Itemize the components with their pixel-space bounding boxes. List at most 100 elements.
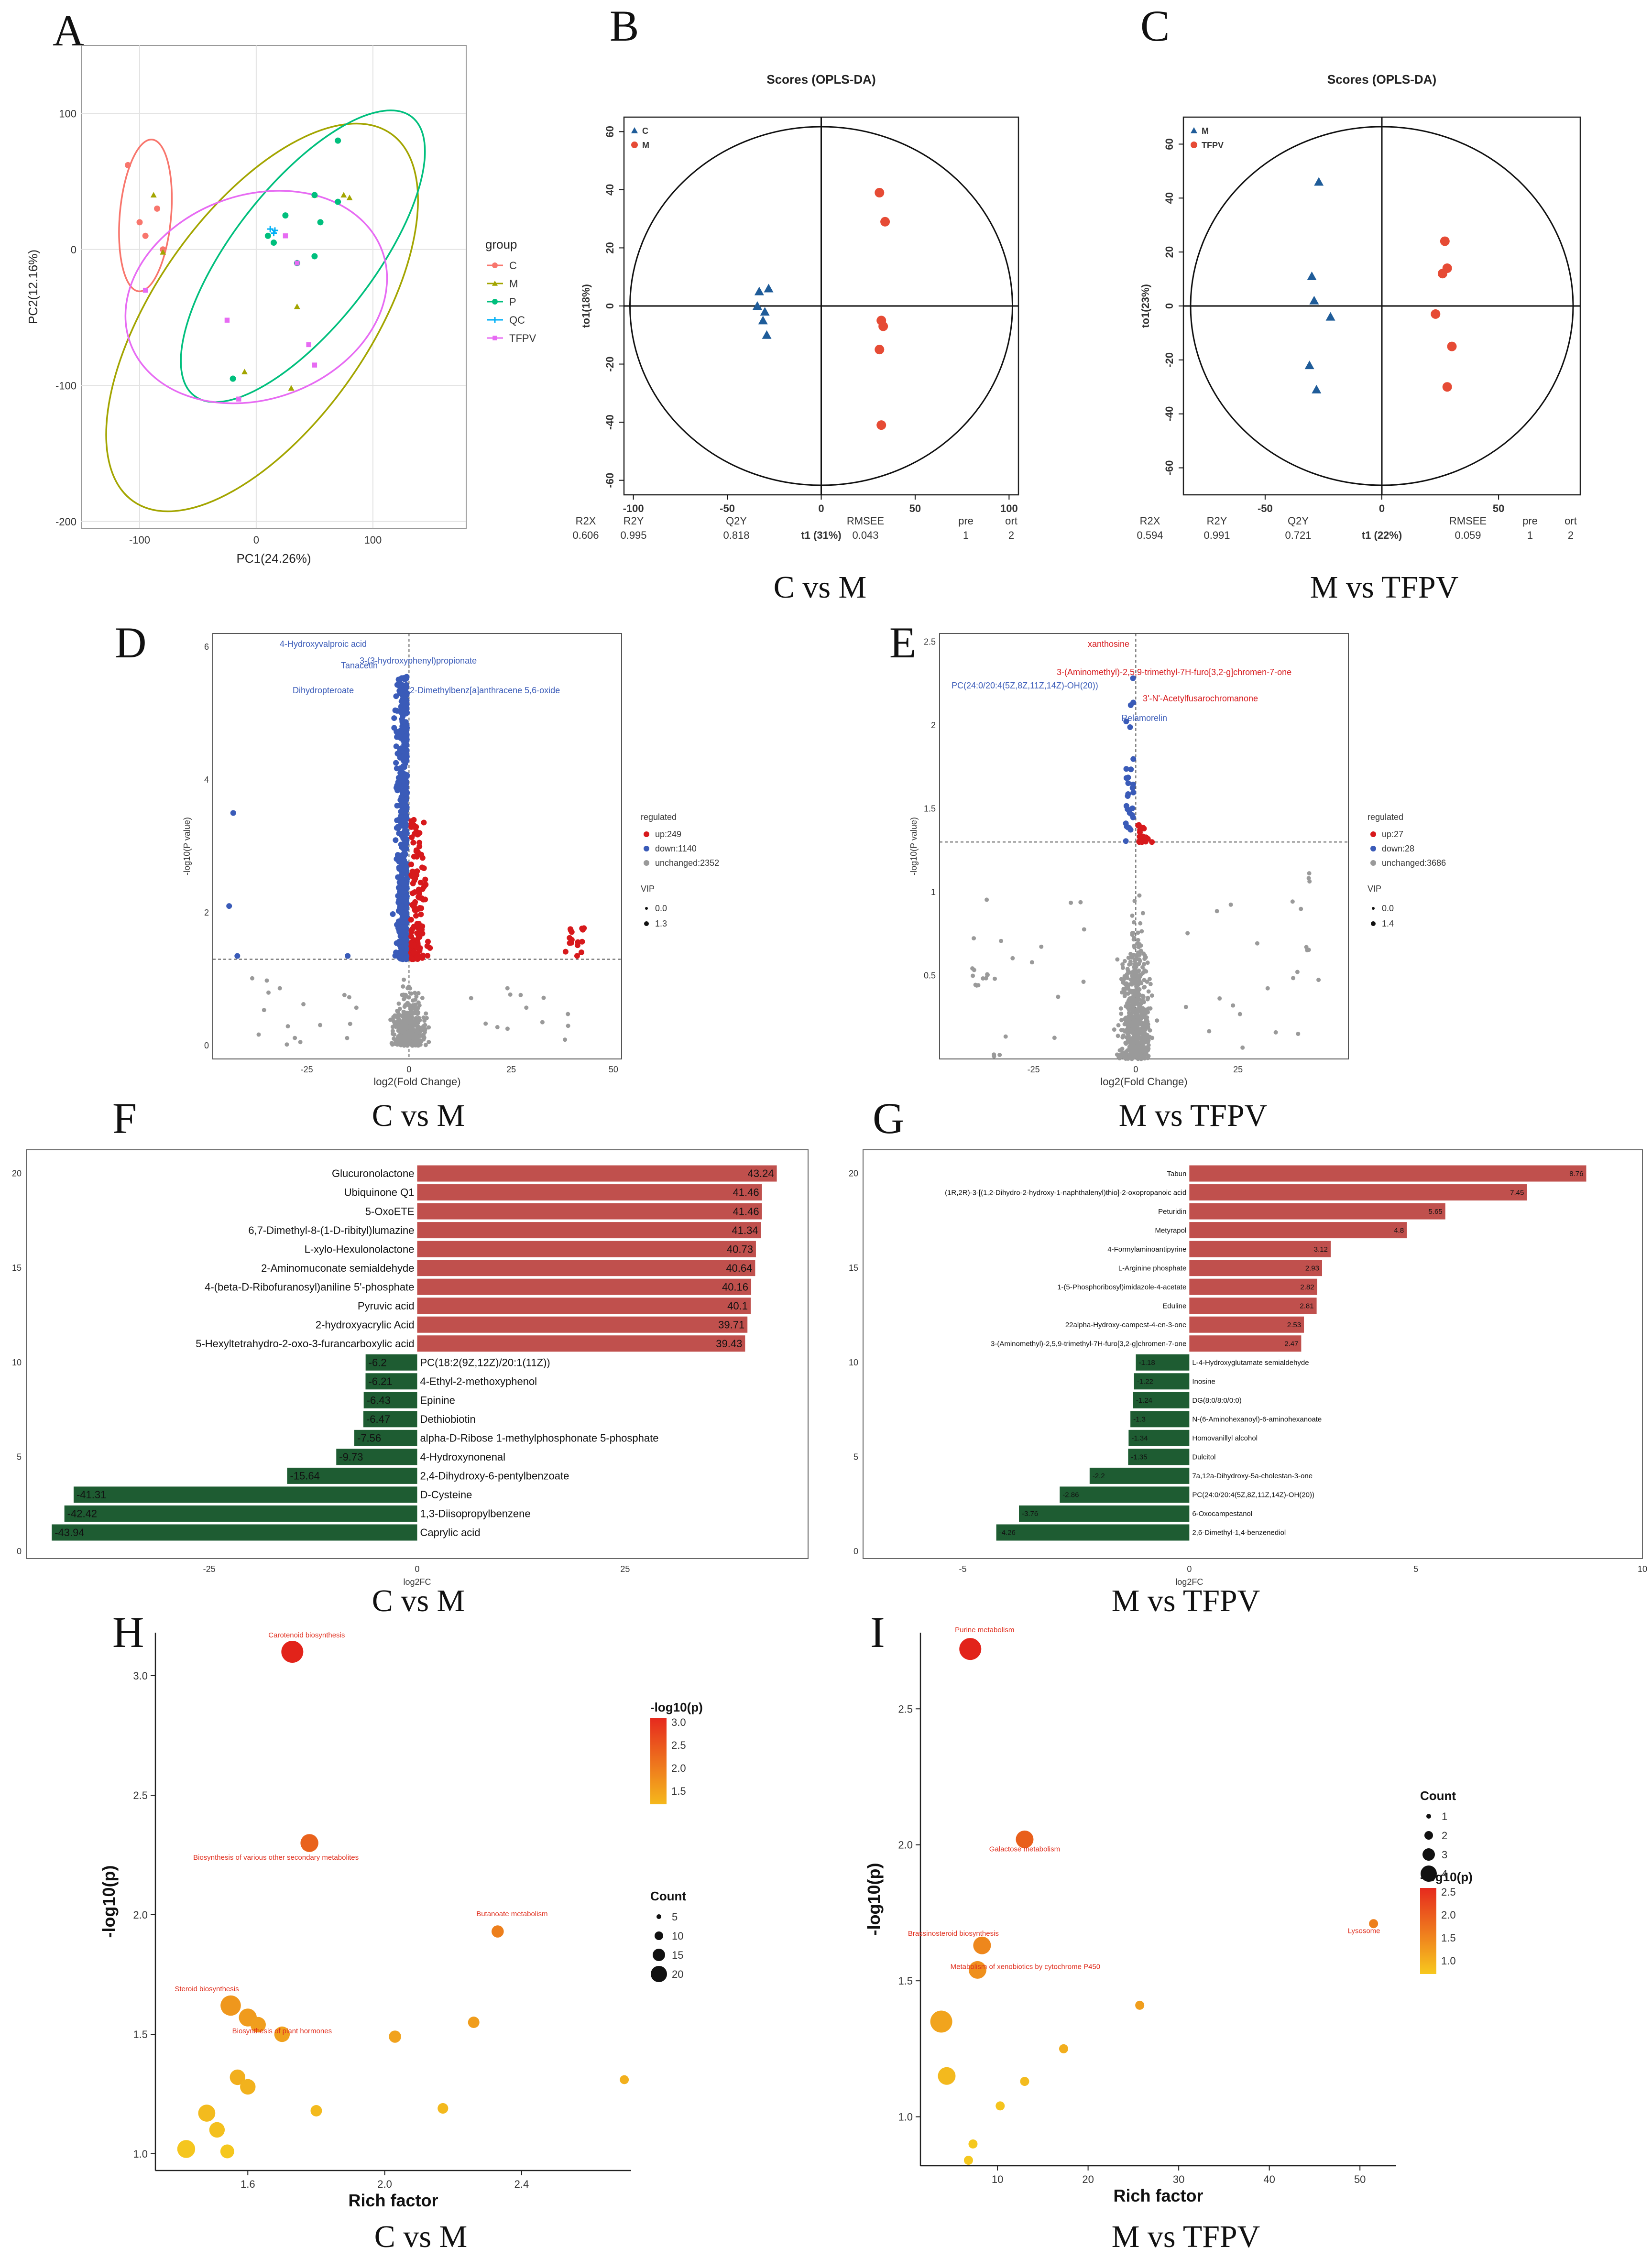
point-unchanged (1131, 1021, 1136, 1025)
vip-dot (1371, 921, 1376, 926)
legend-label: TFPV (1202, 141, 1224, 150)
point-up (1137, 834, 1143, 840)
stats-value: 2 (1008, 529, 1014, 541)
point-unchanged (1137, 893, 1142, 898)
enrichment-bubble (438, 2103, 449, 2114)
point-unchanged (1141, 1000, 1146, 1004)
bar-category-label: Caprylic acid (420, 1527, 481, 1538)
bar-category-label: Peturidin (1158, 1208, 1186, 1216)
bar-value-label: 2.81 (1300, 1302, 1313, 1310)
caption-h: C vs M (374, 2219, 467, 2254)
point-unchanged (1131, 1017, 1136, 1022)
bar-value-label: 7.45 (1510, 1189, 1524, 1197)
stats-value: 2 (1568, 529, 1574, 541)
x-axis-label: log2(Fold Change) (373, 1076, 460, 1088)
bar-category-label: Tabun (1167, 1170, 1186, 1178)
bar-value-label: -6.47 (366, 1413, 390, 1425)
point-unchanged (392, 1021, 397, 1025)
y-tick-label: 100 (59, 108, 77, 120)
point-unchanged (1144, 1017, 1149, 1022)
annotation-label: 3'-N'-Acetylfusarochromanone (1143, 694, 1258, 703)
bar-up (1189, 1203, 1445, 1220)
enrichment-bubble (963, 2156, 973, 2165)
point-up (409, 956, 415, 962)
point-m (875, 188, 885, 197)
point-unchanged (1231, 1003, 1236, 1008)
bar-value-label: -42.42 (67, 1508, 97, 1520)
point-unchanged (1130, 955, 1135, 960)
point-unchanged (1120, 1035, 1125, 1040)
point-unchanged (1237, 1012, 1242, 1016)
point-unchanged (1127, 982, 1132, 987)
size-legend-label: 10 (672, 1930, 683, 1942)
bar-category-label: 2,4-Dihydroxy-6-pentylbenzoate (420, 1470, 569, 1482)
point-unchanged (404, 1031, 408, 1036)
enrichment-bubble (930, 2010, 952, 2033)
point-down (394, 803, 400, 809)
point-unchanged (1082, 927, 1086, 932)
y-tick-label: -100 (55, 380, 77, 392)
point-unchanged (1039, 944, 1044, 949)
point-unchanged (1129, 1013, 1134, 1017)
point-unchanged (1144, 1011, 1149, 1015)
point-unchanged (1145, 960, 1150, 965)
point-unchanged (1135, 952, 1140, 957)
enrichment-bubble (274, 2026, 290, 2042)
point-unchanged (420, 1025, 425, 1030)
point-up (417, 927, 424, 933)
point-up (416, 934, 422, 940)
y-tick-label: 0 (853, 1547, 858, 1556)
point-unchanged (409, 1009, 414, 1014)
bar-category-label: (1R,2R)-3-[(1,2-Dihydro-2-hydroxy-1-naph… (945, 1189, 1186, 1197)
bar-value-label: 39.43 (716, 1338, 742, 1350)
point-unchanged (1138, 949, 1143, 953)
legend-label: unchanged:2352 (655, 858, 719, 868)
pathway-label: Biosynthesis of plant hormones (232, 2027, 332, 2035)
point-unchanged (391, 1031, 395, 1036)
point-unchanged (416, 1015, 421, 1020)
point-unchanged (1138, 1036, 1143, 1040)
point-unchanged (1131, 1010, 1136, 1014)
bar-up (417, 1222, 761, 1239)
point-unchanged (1207, 1029, 1212, 1034)
point-down (393, 949, 399, 956)
x-tick-label: 30 (1173, 2173, 1184, 2185)
y-tick-label: 2.5 (133, 1789, 148, 1801)
point-unchanged (402, 977, 406, 982)
y-tick-label: -200 (55, 516, 77, 528)
y-tick-label: 0.5 (924, 971, 936, 980)
panel-letter-g: G (873, 1094, 904, 1143)
caption-f: C vs M (372, 1583, 465, 1618)
point-m (880, 217, 890, 227)
bar-value-label: -1.24 (1136, 1396, 1152, 1405)
point-unchanged (1135, 941, 1140, 946)
point-unchanged (997, 1053, 1002, 1058)
hotelling-ellipse (629, 126, 1013, 486)
point-m (876, 420, 886, 430)
point-unchanged (424, 1015, 429, 1020)
x-tick-label: 0 (1133, 1065, 1138, 1074)
bar-up (1189, 1335, 1302, 1352)
point-unchanged (404, 1025, 409, 1029)
point-unchanged (408, 986, 413, 991)
point-unchanged (1134, 1049, 1139, 1054)
point-up (416, 830, 423, 836)
point-down (1129, 785, 1136, 791)
bar-value-label: 39.71 (718, 1319, 744, 1331)
point-unchanged (1131, 1003, 1136, 1008)
point-unchanged (1148, 1028, 1152, 1033)
enrichment-bubble (968, 2139, 978, 2149)
point-unchanged (405, 1001, 409, 1006)
pathway-label: Purine metabolism (955, 1626, 1014, 1634)
point-unchanged (1126, 955, 1131, 960)
x-axis-label: Rich factor (1113, 2186, 1203, 2205)
bar-down (52, 1524, 417, 1541)
legend-dot (644, 846, 649, 851)
pathway-label: Butanoate metabolism (476, 1910, 547, 1918)
point-unchanged (1135, 1039, 1140, 1044)
stats-value: 0.721 (1285, 529, 1311, 541)
point-unchanged (406, 1038, 411, 1043)
point-p (311, 253, 318, 260)
bar-up (417, 1278, 752, 1295)
point-down (397, 689, 403, 696)
